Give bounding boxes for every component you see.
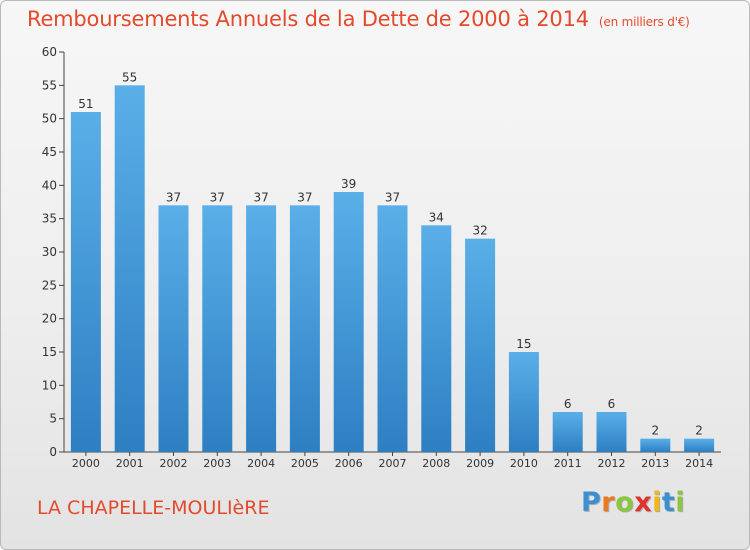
bar: [114, 85, 145, 452]
bar: [202, 205, 233, 452]
bar-value-label: 37: [385, 190, 400, 204]
y-tick-label: 40: [42, 178, 57, 192]
x-tick-label: 2009: [466, 457, 494, 470]
x-tick-label: 2012: [598, 457, 626, 470]
bar: [377, 205, 408, 452]
logo-letter: t: [661, 487, 676, 518]
bar-value-label: 2: [651, 424, 659, 438]
bar: [246, 205, 277, 452]
bar: [596, 412, 627, 452]
chart-bars: [70, 85, 715, 452]
x-tick-label: 2010: [510, 457, 538, 470]
bar-value-label: 39: [341, 177, 356, 191]
bar-value-label: 37: [253, 190, 268, 204]
bar-value-label: 32: [472, 224, 487, 238]
x-tick-label: 2013: [641, 457, 669, 470]
bar: [70, 112, 101, 452]
bar-value-label: 55: [122, 70, 137, 84]
chart-value-labels: 51 55 37 37 37 37 39 37 34 32 15 6 6 2 2: [78, 70, 703, 437]
bar: [333, 192, 364, 452]
chart-title: Remboursements Annuels de la Dette de 20…: [27, 7, 690, 31]
x-tick-label: 2002: [160, 457, 188, 470]
bar: [158, 205, 189, 452]
y-tick-label: 25: [42, 278, 57, 292]
x-tick-label: 2001: [116, 457, 144, 470]
logo-letter: o: [615, 487, 635, 518]
chart-axes: 0 5 10 15 20 25 30 35 40 45 50 55 60 2000 2001 2002 2003…: [42, 45, 721, 470]
x-tick-label: 2014: [685, 457, 713, 470]
bar: [640, 438, 671, 452]
x-tick-label: 2003: [203, 457, 231, 470]
logo-letter: x: [634, 487, 653, 518]
x-tick-label: 2007: [379, 457, 407, 470]
bar: [684, 438, 715, 452]
bar: [508, 352, 539, 452]
y-tick-label: 10: [42, 378, 57, 392]
bar-value-label: 2: [695, 424, 703, 438]
x-tick-label: 2011: [554, 457, 582, 470]
x-tick-label: 2000: [72, 457, 100, 470]
y-tick-label: 30: [42, 245, 57, 259]
logo-letter: P: [581, 487, 602, 518]
y-tick-label: 60: [42, 45, 57, 59]
x-tick-label: 2004: [247, 457, 275, 470]
commune-name: LA CHAPELLE-MOULIèRE: [37, 497, 270, 519]
logo-letter: r: [601, 487, 616, 518]
bar: [465, 238, 496, 452]
bar-value-label: 51: [78, 97, 93, 111]
y-tick-label: 15: [42, 345, 57, 359]
x-tick-label: 2005: [291, 457, 319, 470]
y-tick-label: 5: [49, 412, 57, 426]
logo-letter: i: [675, 487, 686, 518]
y-tick-label: 55: [42, 78, 57, 92]
x-tick-label: 2008: [422, 457, 450, 470]
bar-value-label: 6: [564, 397, 572, 411]
y-tick-label: 35: [42, 212, 57, 226]
bar: [552, 412, 583, 452]
logo-letter: i: [652, 487, 662, 518]
bar-value-label: 37: [166, 190, 181, 204]
bar: [421, 225, 452, 452]
bar-value-label: 6: [608, 397, 616, 411]
y-tick-label: 0: [49, 445, 57, 459]
chart-title-text: Remboursements Annuels de la Dette de 20…: [27, 7, 589, 31]
bar-value-label: 37: [297, 190, 312, 204]
y-tick-label: 50: [42, 112, 57, 126]
bar: [289, 205, 320, 452]
y-tick-label: 45: [42, 145, 57, 159]
proxiti-logo: Proxiti: [581, 487, 685, 518]
y-tick-label: 20: [42, 312, 57, 326]
bar-value-label: 15: [516, 337, 531, 351]
x-tick-label: 2006: [335, 457, 363, 470]
chart-unit: (en milliers d'€): [598, 15, 690, 29]
bar-value-label: 37: [210, 190, 225, 204]
bar-value-label: 34: [429, 210, 444, 224]
